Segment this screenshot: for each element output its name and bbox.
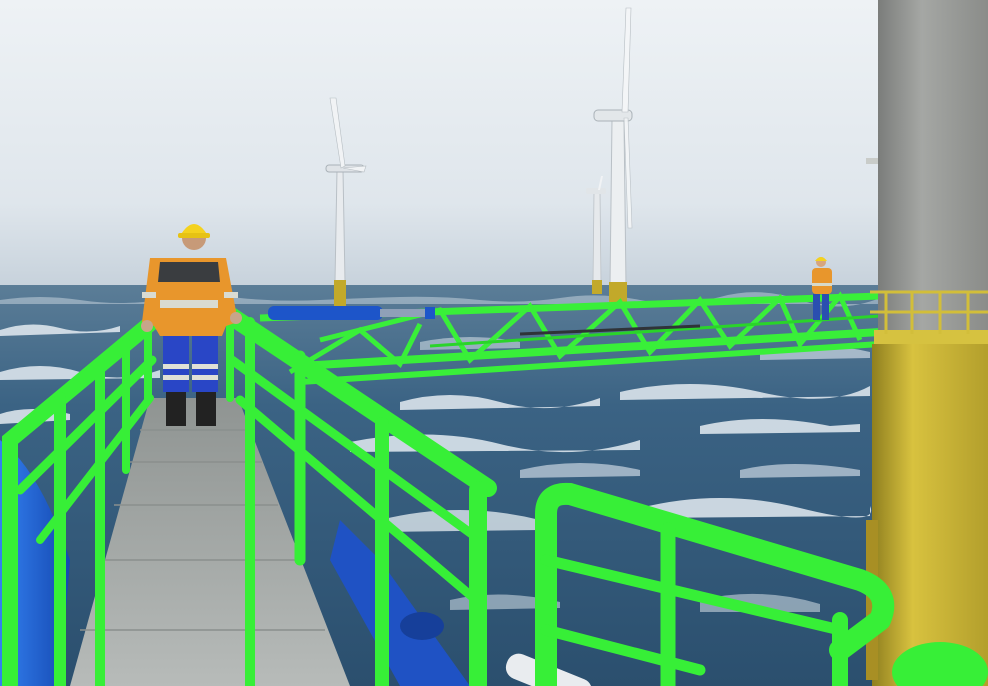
sky [0,0,988,290]
blue-pipe-bottom [330,520,470,686]
deck-seams [80,429,325,631]
wind-turbine-far [586,176,606,294]
worker-distant [812,257,832,320]
foreground-railing [535,482,895,686]
walkway-deck [70,398,350,686]
wind-turbine-left [325,97,367,306]
walkway-railing-right [219,305,497,686]
wind-turbine-center [593,7,633,302]
bridge-blue-beam [268,306,383,320]
railing-corner-cap [892,642,988,686]
worker-foreground [141,224,242,426]
tower-platform-railing [870,290,988,334]
walkway-railing-left [2,314,160,686]
turbine-tower [866,0,988,686]
